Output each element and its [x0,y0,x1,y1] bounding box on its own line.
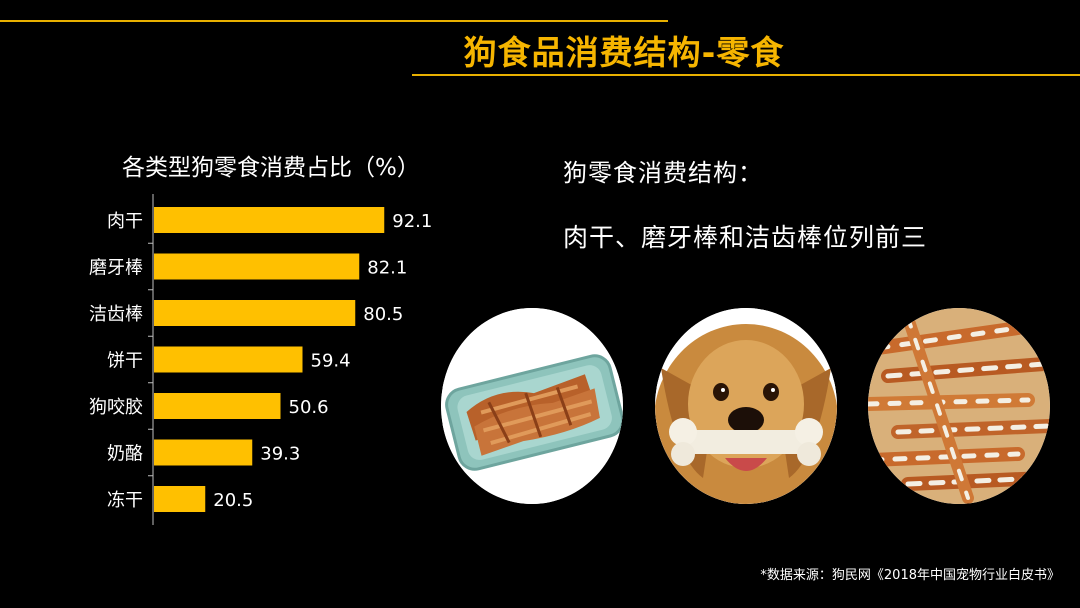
bar [154,207,385,233]
category-label: 奶酪 [107,444,143,465]
bar [154,486,206,512]
bar [154,393,281,419]
bar [154,346,303,373]
header-bottom-rule [412,74,1080,76]
category-label: 洁齿棒 [89,304,143,325]
category-label: 磨牙棒 [89,258,143,279]
summary-text: 肉干、磨牙棒和洁齿棒位列前三 [563,223,928,252]
chart-title: 各类型狗零食消费占比（%） [122,155,420,181]
data-label: 20.5 [213,490,253,511]
data-label: 50.6 [289,397,329,418]
header-top-rule [0,20,668,22]
data-label: 80.5 [363,304,403,325]
data-label: 82.1 [367,258,407,279]
data-label: 59.4 [311,351,351,372]
data-label: 39.3 [260,444,300,465]
summary-heading: 狗零食消费结构： [563,159,763,187]
category-label: 肉干 [107,211,143,232]
category-label: 饼干 [107,351,143,372]
chew-sticks-photo [868,308,1050,504]
bar-chart: 肉干 92.1 磨牙棒 82.1 洁齿棒 80.5 饼干 59.4 狗咬胶 50.6 奶酪 39.3 冻… [89,194,432,525]
bar [154,253,360,280]
source-note: *数据来源：狗民网《2018年中国宠物行业白皮书》 [760,568,1060,583]
data-label: 92.1 [392,211,432,232]
bar [154,439,253,466]
category-label: 狗咬胶 [89,397,143,418]
bar [154,300,356,326]
jerky-platter-photo [441,308,623,504]
category-label: 冻干 [107,490,143,511]
page-title: 狗食品消费结构-零食 [463,33,785,72]
dog-with-bone-photo [655,308,837,504]
